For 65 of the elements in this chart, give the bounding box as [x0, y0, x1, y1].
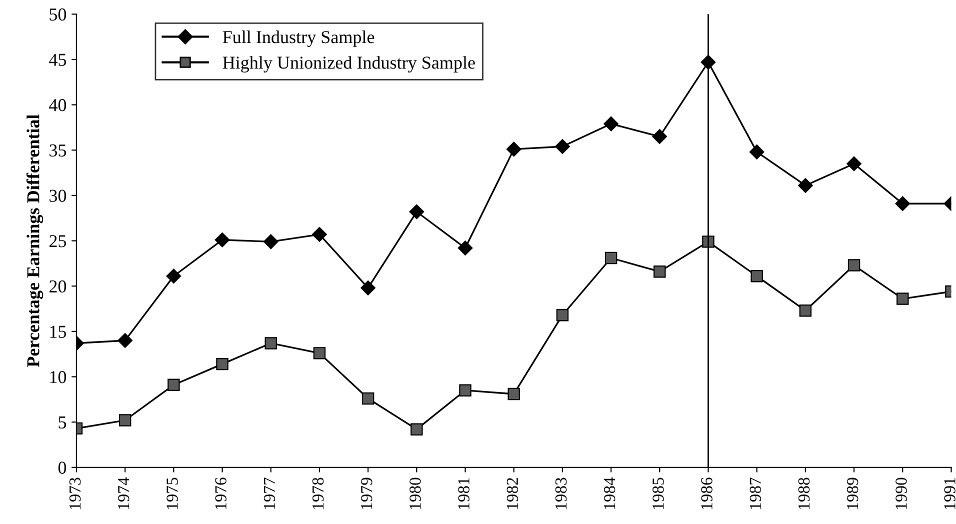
point	[313, 347, 326, 360]
y-tick-label: 25	[49, 235, 66, 248]
point	[604, 116, 618, 132]
x-tick-label: 1987	[750, 478, 762, 509]
point	[508, 388, 520, 400]
x-tick-label: 1983	[555, 478, 567, 509]
y-tick-label: 50	[50, 8, 66, 21]
point	[360, 280, 376, 296]
x-tick-label: 1981	[458, 478, 470, 509]
x-tick-label: 1978	[312, 478, 324, 509]
point	[654, 265, 666, 278]
y-tick-label: 0	[58, 462, 66, 474]
x-tick-label: 1985	[652, 478, 664, 509]
y-tick-label: 45	[49, 54, 66, 66]
y-axis-title: Percentage Earnings Differential	[26, 114, 44, 368]
y-tick-label: 30	[50, 190, 66, 202]
y-tick-label: 40	[49, 99, 66, 112]
point	[652, 129, 668, 144]
x-tick-label: 1976	[215, 478, 226, 509]
y-tick-label: 20	[49, 280, 66, 293]
point	[604, 252, 618, 264]
x-tick-label: 1979	[361, 478, 372, 509]
y-tick-label: 10	[50, 371, 66, 384]
point	[263, 234, 278, 250]
point	[555, 139, 570, 154]
legend-label: Highly Unionized Industry Sample	[222, 56, 475, 72]
x-tick-label: 1988	[798, 478, 810, 509]
x-tick-label: 1982	[506, 478, 518, 509]
y-tick-label: 5	[58, 416, 66, 429]
x-tick-label: 1975	[166, 478, 178, 509]
x-tick-label: 1980	[410, 478, 421, 509]
y-tick-label: 15	[50, 326, 66, 338]
point	[896, 292, 909, 305]
x-tick-label: 1989	[846, 478, 858, 509]
point	[216, 358, 228, 370]
point	[362, 392, 374, 405]
point	[166, 268, 182, 284]
point	[312, 227, 327, 242]
point	[168, 378, 180, 392]
point	[409, 204, 424, 220]
x-tick-label: 1986	[701, 478, 712, 509]
point	[264, 337, 277, 350]
point	[506, 142, 522, 157]
x-tick-label: 1984	[604, 477, 616, 509]
point	[846, 156, 862, 172]
point	[556, 309, 569, 322]
point	[799, 304, 812, 317]
y-tick-label: 35	[50, 144, 66, 157]
legend-label: Full Industry Sample	[222, 30, 374, 47]
x-tick-label: 1977	[264, 478, 276, 509]
point	[458, 240, 473, 256]
x-tick-label: 1991	[944, 478, 956, 509]
x-tick-label: 1973	[69, 478, 81, 509]
point	[798, 178, 813, 193]
point	[848, 259, 860, 272]
point	[750, 270, 763, 282]
point	[895, 196, 910, 212]
x-tick-label: 1974	[118, 477, 130, 509]
point	[118, 333, 133, 348]
point	[749, 144, 764, 160]
point	[118, 414, 132, 426]
point	[410, 423, 423, 436]
point	[459, 384, 472, 396]
x-tick-label: 1990	[896, 478, 907, 509]
point	[214, 232, 230, 248]
